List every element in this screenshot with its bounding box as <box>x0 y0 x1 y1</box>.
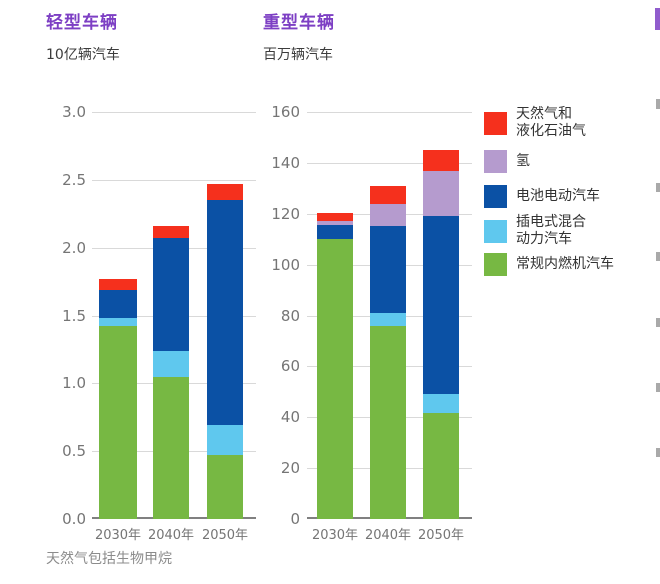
bar-segment-light-vehicles-2050年-conventional-ice <box>207 455 243 519</box>
heavy-vehicles-title: 重型车辆 <box>263 13 335 33</box>
bar-segment-heavy-vehicles-2050年-plug-in-hybrid <box>423 394 459 414</box>
bar-segment-light-vehicles-2030年-conventional-ice <box>99 326 137 519</box>
bar-segment-heavy-vehicles-2040年-plug-in-hybrid <box>370 312 406 326</box>
y-tick-label-light-vehicles-1.0: 1.0 <box>62 374 86 392</box>
legend-item-conventional-ice: 常规内燃机汽车 <box>484 253 614 276</box>
y-tick-label-light-vehicles-2.0: 2.0 <box>62 239 86 257</box>
legend-swatch-natural-gas-lpg <box>484 111 507 135</box>
legend-label-line: 插电式混合 <box>516 214 586 230</box>
legend-swatch-plug-in-hybrid <box>484 219 507 243</box>
bar-light-vehicles-2050年 <box>207 112 243 519</box>
gridline-heavy-vehicles-160 <box>307 112 472 113</box>
x-axis-label-light-vehicles-2050年: 2050年 <box>201 528 249 543</box>
cutoff-text-fragment <box>656 448 660 457</box>
legend-label-line: 电池电动汽车 <box>516 188 600 204</box>
light-vehicles-title: 轻型车辆 <box>46 13 118 33</box>
bar-segment-heavy-vehicles-2050年-natural-gas-lpg <box>423 150 459 171</box>
footnote: 天然气包括生物甲烷 <box>46 551 172 567</box>
bar-segment-light-vehicles-2030年-plug-in-hybrid <box>99 318 137 327</box>
y-tick-label-heavy-vehicles-100: 100 <box>271 256 300 274</box>
bar-segment-heavy-vehicles-2030年-conventional-ice <box>317 239 353 519</box>
light-vehicles-plot-area <box>92 112 256 519</box>
heavy-vehicles-unit-label: 百万辆汽车 <box>263 47 333 63</box>
y-tick-label-light-vehicles-0.5: 0.5 <box>62 442 86 460</box>
gridline-heavy-vehicles-140 <box>307 163 472 164</box>
y-tick-label-light-vehicles-2.5: 2.5 <box>62 171 86 189</box>
gridline-light-vehicles-2.5 <box>92 180 256 181</box>
bar-segment-heavy-vehicles-2040年-conventional-ice <box>370 325 406 519</box>
bar-segment-light-vehicles-2040年-battery-electric <box>153 238 189 351</box>
cutoff-text-fragment <box>656 99 660 109</box>
bar-segment-heavy-vehicles-2030年-natural-gas-lpg <box>317 212 353 222</box>
bar-segment-light-vehicles-2040年-natural-gas-lpg <box>153 225 189 239</box>
legend-label-natural-gas-lpg: 天然气和 液化石油气 <box>516 106 586 140</box>
x-axis-label-heavy-vehicles-2030年: 2030年 <box>311 528 359 543</box>
legend-item-hydrogen: 氢 <box>484 150 530 173</box>
legend-label-conventional-ice: 常规内燃机汽车 <box>516 256 614 273</box>
bar-segment-light-vehicles-2040年-plug-in-hybrid <box>153 350 189 377</box>
legend-item-plug-in-hybrid: 插电式混合 动力汽车 <box>484 214 586 248</box>
y-tick-label-heavy-vehicles-40: 40 <box>280 408 300 426</box>
x-axis-label-heavy-vehicles-2050年: 2050年 <box>417 528 465 543</box>
bar-segment-light-vehicles-2030年-natural-gas-lpg <box>99 278 137 290</box>
y-tick-label-heavy-vehicles-80: 80 <box>280 307 300 325</box>
y-tick-label-light-vehicles-0.0: 0.0 <box>62 510 86 528</box>
legend-label-line: 天然气和 <box>516 106 572 122</box>
bar-segment-heavy-vehicles-2040年-battery-electric <box>370 226 406 313</box>
cutoff-text-fragment <box>656 183 660 192</box>
legend-label-plug-in-hybrid: 插电式混合 动力汽车 <box>516 214 586 248</box>
bar-segment-light-vehicles-2040年-conventional-ice <box>153 376 189 519</box>
bar-segment-heavy-vehicles-2050年-conventional-ice <box>423 413 459 519</box>
legend-label-line: 液化石油气 <box>516 123 586 139</box>
y-tick-label-heavy-vehicles-140: 140 <box>271 154 300 172</box>
bar-segment-heavy-vehicles-2030年-battery-electric <box>317 225 353 240</box>
cutoff-text-fragment <box>656 252 660 261</box>
legend-swatch-battery-electric <box>484 185 507 208</box>
y-tick-label-heavy-vehicles-60: 60 <box>280 357 300 375</box>
bar-segment-light-vehicles-2030年-battery-electric <box>99 289 137 319</box>
legend-item-battery-electric: 电池电动汽车 <box>484 185 600 208</box>
y-tick-label-heavy-vehicles-0: 0 <box>290 510 300 528</box>
legend-swatch-hydrogen <box>484 150 507 173</box>
bar-segment-heavy-vehicles-2030年-hydrogen <box>317 221 353 226</box>
y-tick-label-heavy-vehicles-160: 160 <box>271 103 300 121</box>
bar-heavy-vehicles-2030年 <box>317 112 353 519</box>
bar-segment-heavy-vehicles-2050年-battery-electric <box>423 216 459 395</box>
bar-segment-light-vehicles-2050年-battery-electric <box>207 200 243 426</box>
y-tick-label-light-vehicles-1.5: 1.5 <box>62 307 86 325</box>
bar-light-vehicles-2030年 <box>99 112 137 519</box>
cutoff-text-fragment <box>656 318 660 327</box>
bar-segment-heavy-vehicles-2050年-hydrogen <box>423 170 459 217</box>
legend-label-line: 动力汽车 <box>516 231 572 247</box>
legend-label-battery-electric: 电池电动汽车 <box>516 188 600 205</box>
bar-segment-heavy-vehicles-2040年-hydrogen <box>370 203 406 227</box>
bar-heavy-vehicles-2050年 <box>423 112 459 519</box>
legend-swatch-conventional-ice <box>484 253 507 276</box>
legend-label-line: 氢 <box>516 153 530 169</box>
bar-segment-light-vehicles-2050年-natural-gas-lpg <box>207 183 243 201</box>
legend-label-line: 常规内燃机汽车 <box>516 256 614 272</box>
x-axis-label-light-vehicles-2040年: 2040年 <box>147 528 195 543</box>
light-vehicles-unit-label: 10亿辆汽车 <box>46 47 120 63</box>
y-tick-label-heavy-vehicles-20: 20 <box>280 459 300 477</box>
bar-segment-heavy-vehicles-2040年-natural-gas-lpg <box>370 185 406 204</box>
legend-item-natural-gas-lpg: 天然气和 液化石油气 <box>484 106 586 140</box>
cutoff-text-fragment <box>656 383 660 392</box>
bar-heavy-vehicles-2040年 <box>370 112 406 519</box>
y-tick-label-heavy-vehicles-120: 120 <box>271 205 300 223</box>
bar-light-vehicles-2040年 <box>153 112 189 519</box>
heavy-vehicles-plot-area <box>307 112 472 519</box>
gridline-light-vehicles-3.0 <box>92 112 256 113</box>
cutoff-title-fragment <box>655 8 660 30</box>
bar-segment-light-vehicles-2050年-plug-in-hybrid <box>207 425 243 456</box>
y-tick-label-light-vehicles-3.0: 3.0 <box>62 103 86 121</box>
legend-label-hydrogen: 氢 <box>516 153 530 170</box>
x-axis-label-light-vehicles-2030年: 2030年 <box>94 528 142 543</box>
x-axis-label-heavy-vehicles-2040年: 2040年 <box>364 528 412 543</box>
